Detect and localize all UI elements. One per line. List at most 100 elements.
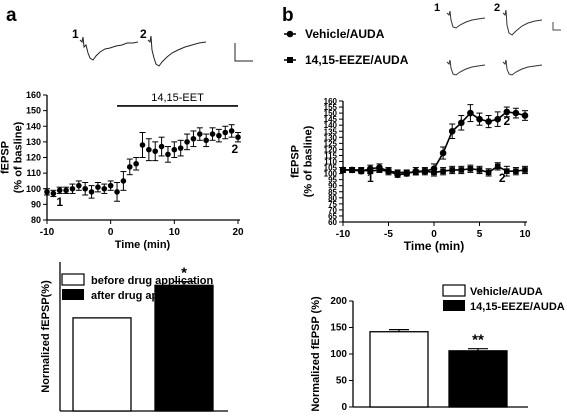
x-tick-label: -10 [336,229,351,240]
bar [369,331,429,408]
data-point [467,109,474,117]
data-point [503,108,511,116]
data-point-square [440,168,446,174]
y-axis-label-line-1: Normalized fEPSP(%) [40,280,52,393]
data-point [76,182,82,189]
data-point [133,160,139,167]
scale-bar-b [552,22,561,31]
y-tick-label: 110 [324,158,337,167]
data-point-square [449,167,455,173]
data-point-square [376,167,383,173]
data-point-square [431,169,437,176]
y-tick-label: 200 [330,296,347,307]
data-point [44,189,50,195]
x-axis-label: Time (min) [115,239,171,251]
data-point [171,146,178,153]
drug-label: 14,15-EET [151,92,204,104]
y-tick-label: 150 [330,323,347,334]
y-tick-label: 125 [324,139,338,148]
timepoint-label: 2 [503,114,510,128]
y-tick-label: 60 [328,218,337,227]
legend-swatch-eeze [443,300,465,311]
legend-label-eeze: 14,15-EEZE/AUDA [305,53,409,67]
data-point-square [385,168,392,174]
bar [448,350,508,408]
y-tick-label: 75 [328,200,337,209]
y-tick-label: 65 [328,212,337,221]
legend-swatch-vehicle [442,284,466,297]
legend-label-before: before drug application [91,275,214,287]
chart-a-bar: Normalized fEPSP(%) * [40,262,228,412]
data-point-square [467,165,474,172]
y-axis-label-line-1: Normalized fEPSP (%) [310,296,322,412]
y-tick-label: 115 [324,151,337,160]
data-point-square [349,167,355,173]
data-point [216,132,222,139]
y-tick-label: 150 [324,109,338,118]
legend-b-timecourse: Vehicle/AUDA 14,15-EEZE/AUDA [284,27,409,67]
data-point [152,148,159,155]
y-tick-label: 140 [26,121,41,131]
y-tick-label: 130 [26,137,41,147]
panel-label-a: a [6,5,17,26]
data-point [476,115,483,123]
data-point [184,139,190,145]
x-tick-label: -10 [40,227,55,238]
y-tick-label: 90 [328,182,337,191]
data-point [114,189,120,195]
trace-label-b-2: 2 [494,2,500,14]
y-tick-label: 85 [328,188,337,197]
data-point [177,145,184,151]
data-point-square [340,167,346,173]
y-tick-label: 160 [26,90,41,100]
chart-b-timecourse: 6065707580859095100105110115120125130135… [290,97,531,253]
data-point [50,190,57,197]
y-axis-label: Normalized fEPSP (%) [310,296,322,412]
legend-swatch-after [62,289,84,300]
data-point [190,135,197,142]
data-point [158,143,165,150]
y-tick-label: 80 [31,215,41,225]
data-point-square [394,169,401,176]
data-point-square [367,168,374,174]
x-tick-label: 5 [477,229,483,240]
y-tick-label: 135 [324,127,338,136]
timepoint-label: 1 [367,171,374,185]
y-tick-label: 145 [324,115,338,124]
data-point [485,118,492,125]
data-point-square [403,169,410,176]
y-tick-label: 155 [324,103,338,112]
timepoint-label: 2 [231,142,238,156]
data-point [146,146,152,153]
y-axis-label-line-2: (% of basline) [13,121,25,193]
data-point [209,131,216,137]
data-point [439,149,447,157]
panel-label-b: b [282,5,294,26]
x-tick-label: 0 [108,227,114,238]
y-tick-label: 50 [336,376,348,387]
chart-a-timecourse: 80 90 100 110 120 130 140 150 160 -10 0 10 20 Time (m… [0,90,244,251]
legend-swatch-before [61,273,85,286]
y-tick-label: 100 [330,349,347,360]
legend-b-bar: Vehicle/AUDA 14,15-EEZE/AUDA [442,284,565,313]
data-point-square [476,167,483,173]
data-point [63,187,69,194]
data-point [126,164,133,170]
y-tick-label: 80 [328,194,337,203]
y-tick-label: 130 [324,133,338,142]
scale-bar-a [234,43,253,62]
legend-a-bar: before drug application after drug appli… [61,273,214,302]
data-point-square [504,168,510,174]
data-point [101,185,108,192]
legend-label-after: after drug application [91,290,204,302]
legend-label-eeze-bar: 14,15-EEZE/AUDA [470,301,565,313]
data-point [448,127,456,135]
data-point-square [513,168,519,174]
data-point [512,109,520,117]
y-tick-label: 100 [26,184,41,194]
bar [72,317,132,412]
x-tick-label: 10 [519,229,531,240]
y-tick-label: 0 [341,402,347,413]
x-tick-label: 0 [431,229,437,240]
